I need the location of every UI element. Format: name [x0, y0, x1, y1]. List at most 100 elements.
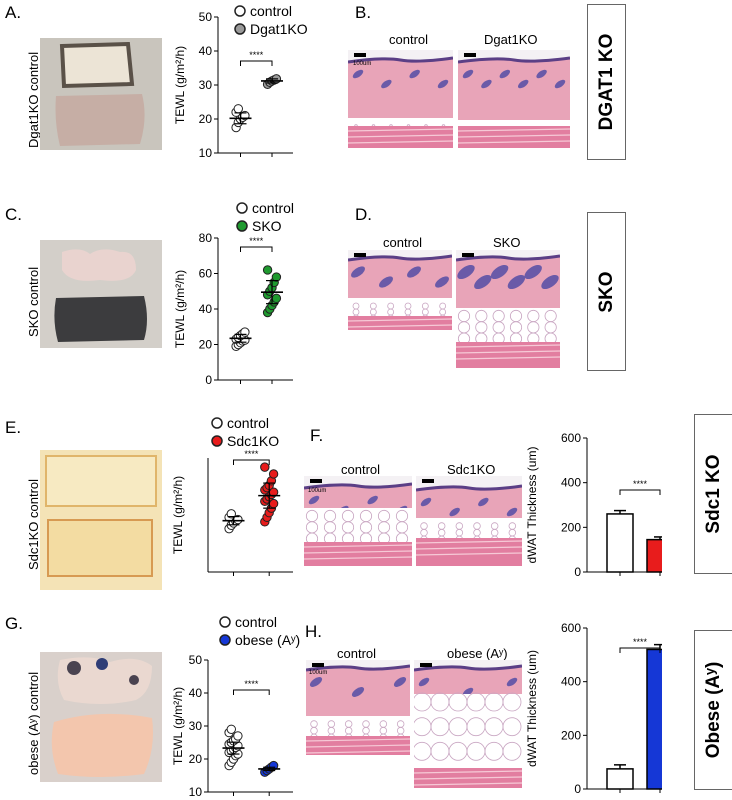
- adipose-layer: [456, 308, 560, 342]
- hair-follicle: [435, 276, 449, 288]
- legend-label: SKO: [252, 218, 282, 234]
- muscle-fiber: [458, 134, 570, 138]
- dermis-layer: [414, 666, 522, 694]
- panel-letter-e: E.: [5, 418, 22, 437]
- epidermis-line: [348, 56, 453, 64]
- skin-photo: [40, 652, 162, 782]
- legend-marker: [219, 616, 231, 628]
- data-point: [240, 327, 250, 337]
- adipose-layer: [304, 508, 412, 542]
- hair-follicle: [524, 264, 542, 280]
- muscle-fiber: [456, 350, 560, 354]
- y-axis-label: TEWL (g/m²/h): [173, 46, 187, 124]
- photo-label: Dgat1KO control: [26, 51, 41, 148]
- histo-label-control: control: [337, 646, 377, 661]
- muscle-fiber: [416, 552, 522, 556]
- y-tick-label: 0: [574, 782, 581, 796]
- panel-letter-f: F.: [310, 426, 324, 445]
- histology-control: [348, 250, 452, 330]
- significance-label: ****: [249, 50, 264, 60]
- panel-letter-g: G.: [5, 614, 23, 633]
- adipocyte: [502, 692, 522, 712]
- legend-label: Dgat1KO: [250, 21, 308, 37]
- muscle-fiber: [416, 540, 522, 544]
- legend-label: control: [252, 200, 294, 216]
- adipose-layer: [348, 118, 453, 126]
- skin-photo: [40, 240, 162, 348]
- muscle-fiber: [306, 750, 410, 754]
- histology-control: [304, 476, 412, 566]
- data-point: [233, 731, 243, 741]
- muscle-fiber: [416, 546, 522, 550]
- histo-label-control: control: [389, 32, 429, 47]
- hair-follicle: [379, 276, 393, 288]
- significance-bracket: [233, 689, 270, 695]
- hair-follicle: [457, 264, 475, 280]
- hair-follicle: [462, 69, 474, 79]
- chart-e: TEWL (g/m²/h) **** control Sdc1KO: [171, 415, 293, 576]
- y-axis-label: TEWL (g/m²/h): [171, 687, 185, 765]
- scale-bar: [354, 253, 366, 257]
- legend-marker: [234, 5, 246, 17]
- panel-letter-h: H.: [305, 622, 322, 641]
- scale-bar: [312, 663, 324, 667]
- muscle-fiber: [348, 324, 452, 328]
- bar: [606, 768, 634, 790]
- histology-ko: [456, 250, 560, 368]
- legend-label: control: [227, 415, 269, 431]
- data-point: [233, 104, 244, 114]
- histology-control: [306, 660, 410, 755]
- significance-label: ****: [249, 236, 264, 246]
- hair-follicle: [309, 677, 323, 687]
- scale-bar: [422, 479, 434, 483]
- epidermis-line: [306, 664, 410, 672]
- scale-bar: [420, 663, 432, 667]
- histo-label-ko: obese (Aʸ): [447, 646, 508, 661]
- muscle-fiber: [306, 744, 410, 748]
- adipocyte: [502, 741, 522, 761]
- muscle-fiber: [304, 556, 412, 560]
- significance-label: ****: [244, 449, 259, 459]
- histo-label-ko: Dgat1KO: [484, 32, 538, 47]
- panel-letter-a: A.: [5, 3, 22, 22]
- legend-label: control: [250, 5, 292, 19]
- legend-label: obese (Aʸ): [235, 632, 300, 648]
- hair-follicle: [554, 79, 566, 89]
- row-label-box: SKO: [587, 212, 626, 371]
- y-tick-label: 40: [199, 44, 213, 58]
- y-tick-label: 40: [199, 302, 213, 316]
- bar: [646, 648, 662, 790]
- hair-follicle: [352, 69, 364, 79]
- hair-follicle: [541, 274, 559, 290]
- photo-label: SKO control: [26, 266, 41, 337]
- muscle-fiber: [348, 318, 452, 322]
- muscle-fiber: [304, 550, 412, 554]
- adipose-layer: [348, 298, 452, 316]
- hair-follicle: [474, 274, 492, 290]
- skin-photo: [40, 38, 162, 150]
- row-label-box: Sdc1 KO: [694, 414, 732, 574]
- hair-follicle: [420, 497, 432, 507]
- hair-follicle: [506, 677, 518, 687]
- y-tick-label: 600: [561, 431, 581, 445]
- muscle-fiber: [458, 128, 570, 132]
- adipose-layer: [458, 120, 570, 126]
- legend-marker: [236, 220, 248, 232]
- muscle-fiber: [414, 770, 522, 774]
- muscle-layer: [348, 316, 452, 330]
- hair-follicle: [393, 677, 407, 687]
- y-tick-label: 50: [189, 653, 203, 667]
- data-point: [226, 724, 236, 735]
- chart-g: 10 20 30 40 50 TEWL (g/m²/h) **** control obese …: [171, 614, 300, 797]
- dermis-layer: [348, 58, 453, 118]
- panel-letter-b: B.: [355, 3, 372, 22]
- dermis-layer: [416, 486, 522, 518]
- muscle-fiber: [458, 140, 570, 144]
- dermis-layer: [304, 484, 412, 508]
- hair-follicle: [478, 497, 489, 507]
- hair-follicle: [490, 264, 509, 280]
- significance-bracket: [619, 647, 661, 653]
- y-tick-label: 10: [189, 785, 203, 797]
- muscle-fiber: [304, 544, 412, 548]
- panel-letter-d: D.: [355, 205, 372, 224]
